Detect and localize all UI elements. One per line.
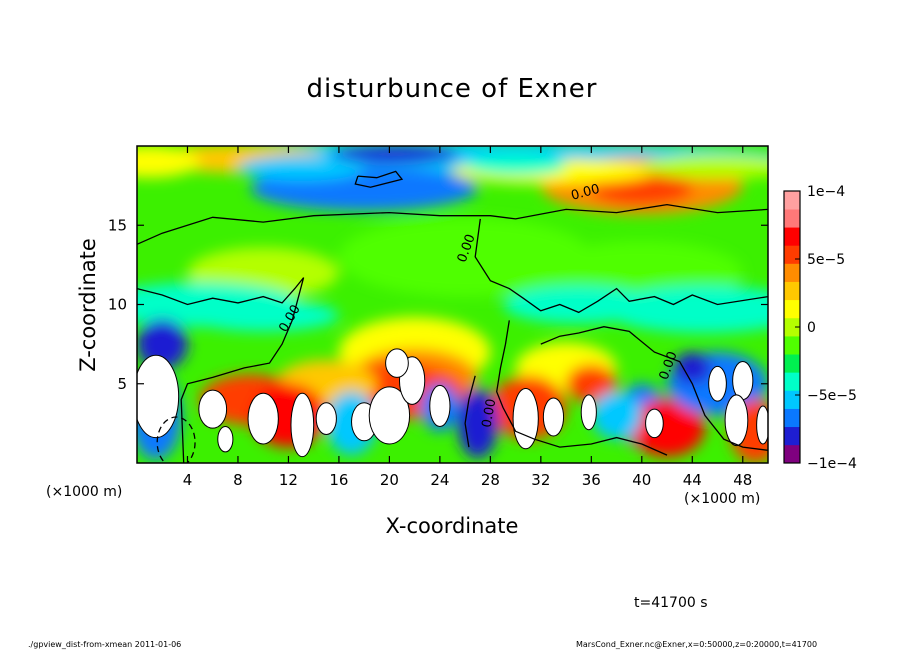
saturated-region [732, 361, 754, 401]
field-blob [465, 153, 567, 177]
colorbar-swatch [784, 390, 800, 409]
saturated-region [542, 397, 565, 437]
saturated-region [385, 348, 409, 378]
field-blob [591, 391, 642, 440]
contour-label: 0.00 [570, 182, 602, 204]
saturated-region [247, 392, 279, 445]
colorbar-swatch [784, 299, 800, 319]
saturated-region [724, 394, 749, 447]
x-tick-label: 8 [233, 471, 243, 489]
field-blob [237, 155, 365, 181]
contour-label: 0.00 [480, 398, 500, 429]
x-tick-label: 12 [279, 471, 298, 489]
x-tick-label: 32 [531, 471, 550, 489]
colorbar-swatch [784, 281, 800, 301]
x-tick-label: 4 [183, 471, 193, 489]
chart-title: disturbunce of Exner [306, 74, 598, 104]
colorbar-swatch [784, 426, 800, 446]
x-tick-label: 48 [733, 471, 752, 489]
saturated-region [290, 392, 315, 458]
colorbar-swatch [784, 209, 800, 228]
x-tick-label: 20 [380, 471, 399, 489]
saturated-region [708, 365, 727, 402]
y-tick-label: 10 [108, 296, 127, 314]
saturated-region [756, 405, 768, 445]
colorbar-swatch [784, 317, 800, 337]
colorbar-swatch [784, 336, 800, 355]
y-tick-label: 5 [117, 375, 127, 393]
heatmap-field: 0.000.000.000.000.00 [137, 146, 768, 463]
x-tick-label: 44 [683, 471, 702, 489]
zero-contour [137, 277, 305, 463]
x-tick-label: 24 [430, 471, 449, 489]
colorbar-tick-label: −5e−5 [807, 388, 857, 404]
colorbar-swatch [784, 354, 800, 373]
saturated-region [429, 384, 451, 428]
saturated-region [580, 394, 597, 431]
saturated-region [368, 386, 411, 445]
colorbar-tick-label: 1e−4 [807, 184, 845, 200]
field-blob [641, 153, 768, 180]
zero-contour [354, 170, 404, 188]
colorbar-tick-label: 5e−5 [807, 252, 845, 268]
saturated-region [137, 354, 180, 439]
colorbar-tick-label: 0 [807, 320, 816, 336]
footer-left: ./gpview_dist-from-xmean 2011-01-06 [28, 640, 182, 649]
x-unit-label: (×1000 m) [684, 491, 761, 507]
colorbar-swatch [784, 245, 800, 264]
field-blob [137, 146, 201, 178]
field-blob [566, 364, 617, 403]
zero-contour [496, 320, 668, 456]
x-tick-label: 16 [329, 471, 348, 489]
saturated-region [198, 389, 228, 429]
colorbar-swatch [784, 444, 800, 464]
zero-contour [474, 218, 768, 314]
zero-contour [137, 203, 768, 245]
saturated-region [645, 408, 664, 439]
x-tick-label: 36 [582, 471, 601, 489]
colorbar: 1e−4 5e−5 0 −5e−5 −1e−4 [783, 184, 857, 472]
colorbar-swatch [784, 372, 800, 391]
colorbar-swatch [784, 263, 800, 282]
zero-contour [540, 326, 768, 451]
colorbar-swatch [784, 191, 800, 210]
y-tick-label: 15 [108, 216, 127, 234]
colorbar-tick-label: −1e−4 [807, 456, 857, 472]
footer-right: MarsCond_Exner.nc@Exner,x=0:50000,z=0:20… [576, 640, 818, 649]
field-blob [187, 299, 339, 332]
x-tick-label: 28 [481, 471, 500, 489]
time-label: t=41700 s [634, 595, 708, 611]
x-axis-label: X-coordinate [385, 514, 519, 538]
saturated-region [315, 402, 337, 435]
field-blob [332, 146, 459, 164]
y-unit-label: (×1000 m) [46, 484, 123, 500]
field-blob [338, 217, 592, 297]
colorbar-swatch [784, 408, 800, 428]
saturated-region [217, 426, 234, 453]
field-blob [673, 352, 712, 384]
x-tick-label: 40 [632, 471, 651, 489]
zero-contour [464, 375, 476, 448]
y-axis-label: Z-coordinate [76, 238, 100, 372]
negative-contour [156, 416, 196, 463]
saturated-region [512, 388, 539, 450]
colorbar-swatch [784, 227, 800, 246]
field-blob [502, 285, 655, 324]
